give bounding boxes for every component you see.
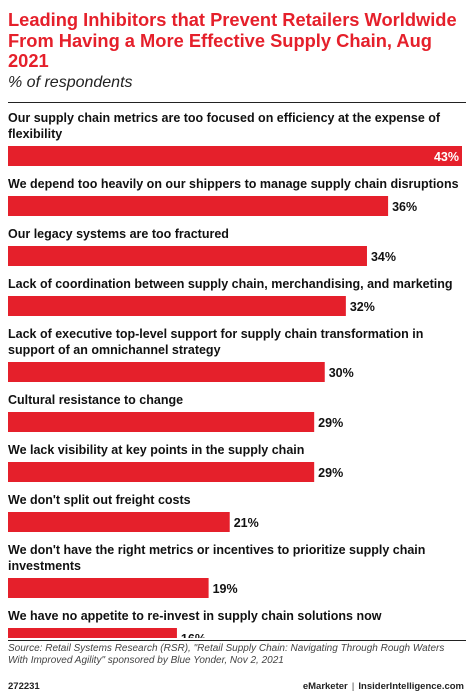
category-label: We have no appetite to re-invest in supp…: [8, 609, 382, 623]
bar: [8, 578, 209, 598]
category-label: We don't have the right metrics or incen…: [8, 543, 425, 557]
bar-chart: Our supply chain metrics are too focused…: [8, 111, 462, 638]
category-label: support of an omnichannel strategy: [8, 343, 221, 357]
category-label: Lack of coordination between supply chai…: [8, 277, 453, 291]
brand-emarketer: eMarketer: [302, 681, 348, 692]
bar: [8, 628, 177, 638]
bar: [8, 246, 367, 266]
value-label: 36%: [392, 200, 417, 214]
value-label: 29%: [318, 466, 343, 480]
bar: [8, 362, 325, 382]
bar: [8, 462, 315, 482]
category-label: We don't split out freight costs: [8, 493, 191, 507]
value-label: 30%: [329, 366, 354, 380]
brand-insider: InsiderIntelligence.com: [358, 681, 464, 692]
value-label: 32%: [350, 300, 375, 314]
top-divider: [8, 102, 466, 103]
value-label: 43%: [434, 150, 459, 164]
value-label: 21%: [234, 516, 259, 530]
value-label: 29%: [318, 416, 343, 430]
brand-footer: eMarketer | InsiderIntelligence.com: [303, 681, 464, 692]
value-label: 34%: [371, 250, 396, 264]
brand-separator: |: [351, 681, 355, 692]
category-label: flexibility: [8, 127, 62, 141]
bar: [8, 512, 230, 532]
category-label: We lack visibility at key points in the …: [8, 443, 304, 457]
category-label: Lack of executive top-level support for …: [8, 327, 423, 341]
bottom-divider: [8, 640, 466, 641]
source-note: Source: Retail Systems Research (RSR), "…: [8, 643, 445, 666]
bar: [8, 296, 346, 316]
chart-id: 272231: [8, 681, 40, 692]
value-label: 16%: [181, 632, 206, 638]
value-label: 19%: [213, 582, 238, 596]
category-label: Our legacy systems are too fractured: [8, 227, 229, 241]
chart-subtitle: % of respondents: [8, 74, 133, 91]
bar: [8, 196, 389, 216]
category-label: investments: [8, 559, 81, 573]
chart-title: Leading Inhibitors that Prevent Retailer…: [8, 9, 457, 71]
category-label: Cultural resistance to change: [8, 393, 183, 407]
bar: [8, 412, 315, 432]
category-label: We depend too heavily on our shippers to…: [8, 177, 459, 191]
bar: [8, 146, 462, 166]
category-label: Our supply chain metrics are too focused…: [8, 111, 441, 125]
